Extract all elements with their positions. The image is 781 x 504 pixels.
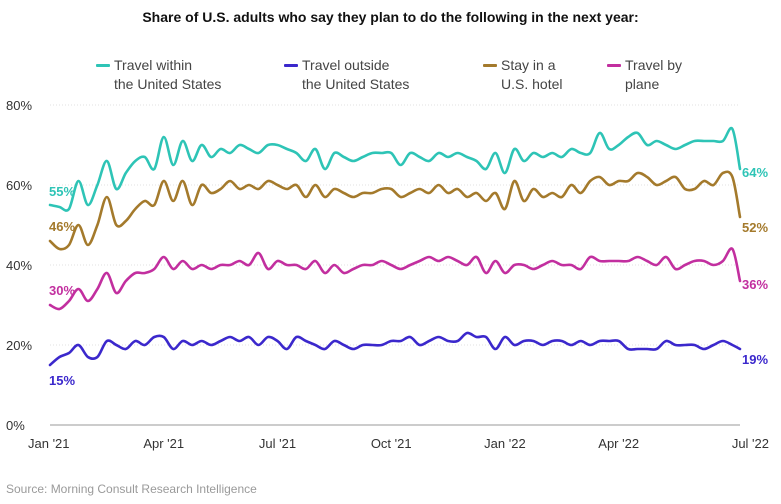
start-value-label: 30% [49, 283, 75, 298]
legend-swatch [607, 64, 621, 67]
end-value-label: 64% [742, 165, 768, 180]
start-value-label: 15% [49, 373, 75, 388]
x-tick-label: Jul '21 [259, 436, 296, 451]
series-line-travel-within-us [48, 126, 742, 212]
x-tick-label: Apr '21 [143, 436, 184, 451]
legend-item-us-hotel: Stay in a U.S. hotel [483, 56, 562, 94]
series-line-us-hotel [48, 170, 742, 251]
y-tick-label: 80% [6, 98, 32, 113]
chart-title: Share of U.S. adults who say they plan t… [142, 9, 639, 25]
source-note: Source: Morning Consult Research Intelli… [6, 482, 257, 496]
legend-swatch [483, 64, 497, 67]
x-tick-label: Apr '22 [598, 436, 639, 451]
series-line-travel-outside-us [48, 331, 742, 367]
legend-item-travel-by-plane: Travel by plane [607, 56, 682, 94]
legend-label: Travel within the United States [114, 57, 222, 92]
legend-swatch [96, 64, 110, 67]
legend-item-travel-outside-us: Travel outside the United States [284, 56, 409, 94]
x-tick-label: Jul '22 [732, 436, 769, 451]
y-tick-label: 60% [6, 178, 32, 193]
legend-swatch [284, 64, 298, 67]
y-tick-label: 0% [6, 418, 25, 433]
end-value-label: 52% [742, 220, 768, 235]
start-value-label: 46% [49, 219, 75, 234]
start-value-label: 55% [49, 184, 75, 199]
y-tick-label: 20% [6, 338, 32, 353]
legend-label: Stay in a U.S. hotel [501, 57, 563, 92]
legend-label: Travel outside the United States [302, 57, 410, 92]
x-tick-label: Oct '21 [371, 436, 412, 451]
series-line-travel-by-plane [48, 247, 742, 311]
x-tick-label: Jan '21 [28, 436, 70, 451]
y-tick-label: 40% [6, 258, 32, 273]
end-value-label: 19% [742, 352, 768, 367]
legend-item-travel-within-us: Travel within the United States [96, 56, 221, 94]
end-value-label: 36% [742, 277, 768, 292]
legend-label: Travel by plane [625, 57, 683, 92]
x-tick-label: Jan '22 [484, 436, 526, 451]
